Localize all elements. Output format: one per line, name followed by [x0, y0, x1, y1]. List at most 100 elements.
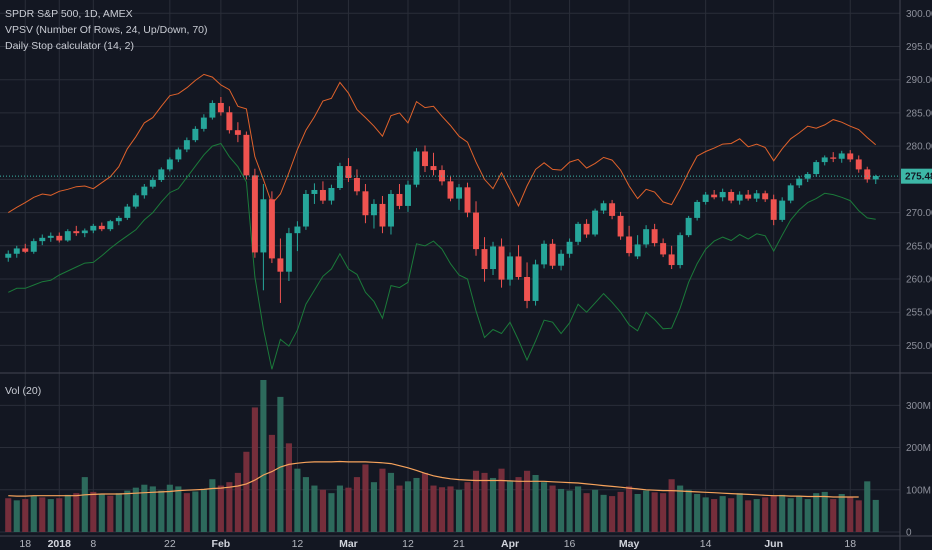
price-axis-label: 260.00	[906, 275, 932, 286]
candle-body	[524, 277, 531, 301]
volume-bar	[813, 493, 820, 532]
candle-body	[56, 235, 63, 241]
candle-body	[847, 153, 854, 160]
volume-bar	[277, 396, 284, 532]
volume-bar	[770, 496, 777, 532]
candle-body	[396, 193, 403, 206]
candle-body	[872, 176, 879, 180]
volume-bar	[643, 490, 650, 532]
candle-body	[643, 229, 650, 245]
time-axis-label: 22	[164, 538, 176, 550]
price-axis-label: 265.00	[906, 241, 932, 252]
volume-bar	[217, 485, 224, 532]
volume-bar	[753, 499, 760, 532]
candle-body	[855, 159, 862, 170]
candle-body	[379, 203, 386, 227]
volume-bar	[617, 491, 624, 532]
legend-volume: Vol (20)	[5, 385, 42, 397]
candle-body	[651, 229, 658, 244]
volume-bar	[396, 485, 403, 532]
volume-bar	[183, 493, 190, 532]
volume-bar	[609, 496, 616, 532]
candle-body	[294, 226, 301, 234]
volume-bar	[575, 486, 582, 532]
price-axis-label: 270.00	[906, 208, 932, 219]
candle-body	[668, 254, 675, 266]
volume-bar	[30, 496, 37, 532]
volume-bar	[5, 498, 12, 532]
volume-bar	[787, 498, 794, 532]
price-axis-label: 290.00	[906, 75, 932, 86]
time-axis-label: 18	[844, 538, 856, 550]
candle-body	[490, 246, 497, 270]
volume-bar	[523, 470, 531, 532]
time-axis-label: May	[619, 538, 640, 550]
candle-body	[558, 253, 565, 266]
candle-body	[813, 162, 820, 175]
volume-ma-line	[8, 460, 859, 498]
price-axis-label: 255.00	[906, 308, 932, 319]
volume-bar	[694, 494, 701, 532]
candle-body	[702, 194, 709, 202]
volume-bar	[107, 495, 114, 532]
candle-body	[73, 231, 80, 234]
candle-body	[779, 200, 786, 220]
volume-bar	[370, 482, 378, 532]
candle-body	[387, 193, 394, 227]
volume-bar	[311, 485, 318, 532]
volume-bar	[583, 493, 590, 532]
candle-body	[277, 258, 284, 272]
candle-body	[30, 241, 37, 252]
volume-bar	[319, 489, 326, 532]
volume-bar	[864, 481, 871, 532]
candle-body	[302, 193, 309, 227]
candle-body	[209, 102, 216, 118]
candle-body	[592, 210, 599, 235]
last-price-tag	[901, 168, 932, 184]
volume-bar	[592, 489, 599, 532]
candle-body	[549, 243, 556, 266]
candle-body	[158, 169, 165, 181]
candle-body	[838, 153, 845, 159]
candle-body	[115, 217, 122, 222]
volume-axis-label: 0	[906, 528, 912, 539]
legend-vpsv: VPSV (Number Of Rows, 24, Up/Down, 70)	[5, 24, 208, 36]
candle-body	[481, 249, 488, 270]
volume-bar	[115, 493, 122, 532]
volume-bar	[855, 500, 862, 532]
volume-bar	[464, 482, 471, 532]
candle-body	[217, 102, 224, 113]
candle-body	[319, 189, 326, 201]
volume-bar	[362, 464, 369, 532]
candle-body	[405, 184, 411, 206]
volume-axis-label: 200M	[906, 443, 931, 454]
candle-body	[5, 253, 12, 258]
candle-body	[575, 223, 582, 242]
time-axis-label: 2018	[48, 538, 72, 550]
candle-body	[336, 166, 343, 188]
candle-body	[430, 166, 437, 171]
candle-body	[183, 140, 190, 150]
volume-bar	[796, 496, 803, 532]
last-price-label: 275.48	[905, 172, 932, 183]
candle-body	[149, 180, 156, 187]
time-axis-label: 21	[453, 538, 465, 550]
volume-bar	[379, 468, 386, 532]
legend-symbol: SPDR S&P 500, 1D, AMEX	[5, 8, 133, 20]
volume-bar	[158, 490, 165, 532]
candle-body	[566, 241, 573, 254]
price-axis-label: 295.00	[906, 42, 932, 53]
time-axis-label: 12	[402, 538, 414, 550]
candle-body	[47, 235, 54, 238]
volume-bar	[600, 494, 607, 532]
volume-bar	[64, 494, 71, 532]
volume-bar	[209, 479, 216, 532]
candle-body	[166, 159, 173, 170]
candle-body	[719, 191, 726, 198]
volume-bar	[455, 489, 463, 532]
volume-bar	[285, 443, 292, 532]
volume-bar	[124, 490, 131, 532]
volume-bar	[226, 482, 233, 532]
